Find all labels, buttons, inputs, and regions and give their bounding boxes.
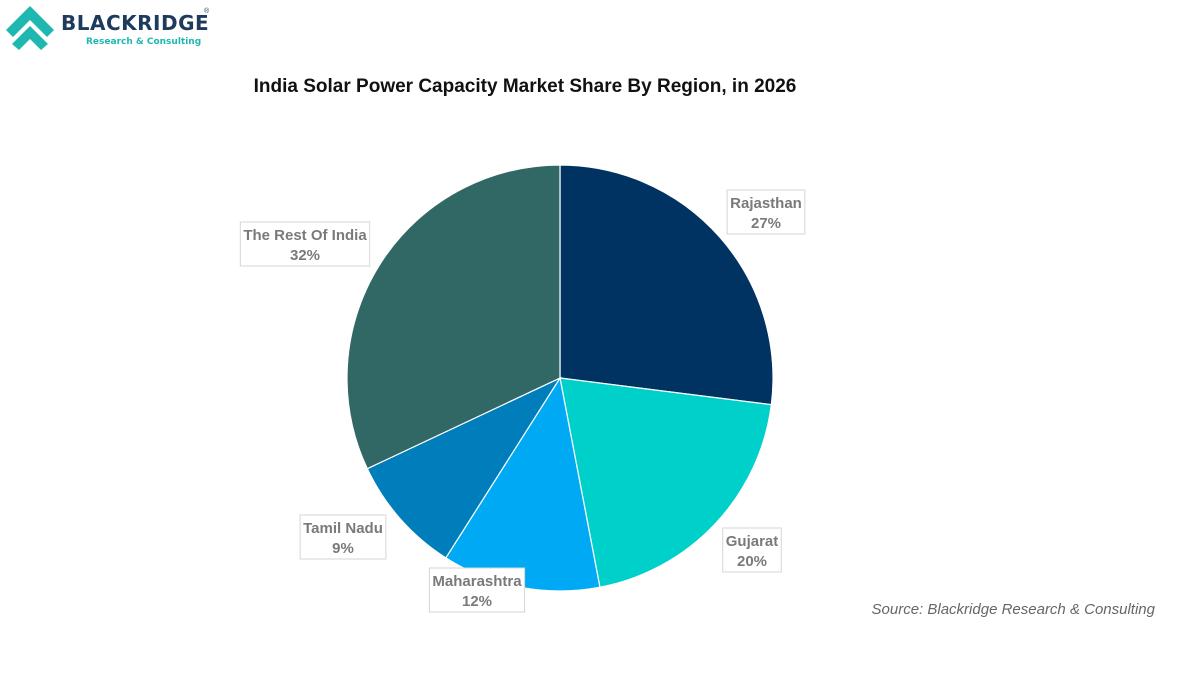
data-label-box (299, 514, 387, 560)
pie-slice-rajasthan (559, 164, 774, 406)
data-label-category: Rajasthan (730, 195, 802, 212)
blackridge-logo-icon (6, 6, 54, 50)
data-label-category: The Rest Of India (243, 227, 367, 244)
brand-tagline: Research & Consulting (86, 37, 202, 47)
pie-slice-the-rest-of-india (346, 164, 561, 470)
data-label-category: Maharashtra (432, 573, 522, 590)
data-label-value: 12% (462, 593, 492, 610)
chart-title: India Solar Power Capacity Market Share … (253, 76, 797, 97)
data-label-box (428, 567, 526, 613)
data-label-maharashtra: Maharashtra 12% (428, 567, 526, 613)
data-label-value: 32% (290, 247, 320, 264)
data-label-rajasthan: Rajasthan 27% (726, 189, 806, 235)
data-label-box (722, 527, 782, 573)
source-note: Source: Blackridge Research & Consulting (871, 601, 1155, 618)
data-label-category: Tamil Nadu (303, 520, 383, 537)
data-label-value: 27% (751, 215, 781, 232)
data-label-value: 20% (737, 553, 767, 570)
data-label-category: Gujarat (726, 533, 779, 550)
pie-slice-tamil-nadu (366, 376, 562, 559)
registered-mark: ® (204, 8, 210, 15)
data-label-the-rest-of-india: The Rest Of India 32% (239, 221, 371, 267)
pie-slice-gujarat (559, 377, 772, 588)
data-label-tamil-nadu: Tamil Nadu 9% (299, 514, 387, 560)
brand-name: BLACKRIDGE (61, 11, 210, 35)
data-label-value: 9% (332, 540, 354, 557)
data-label-gujarat: Gujarat 20% (722, 527, 782, 573)
data-label-box (726, 189, 806, 235)
data-label-box (239, 221, 371, 267)
